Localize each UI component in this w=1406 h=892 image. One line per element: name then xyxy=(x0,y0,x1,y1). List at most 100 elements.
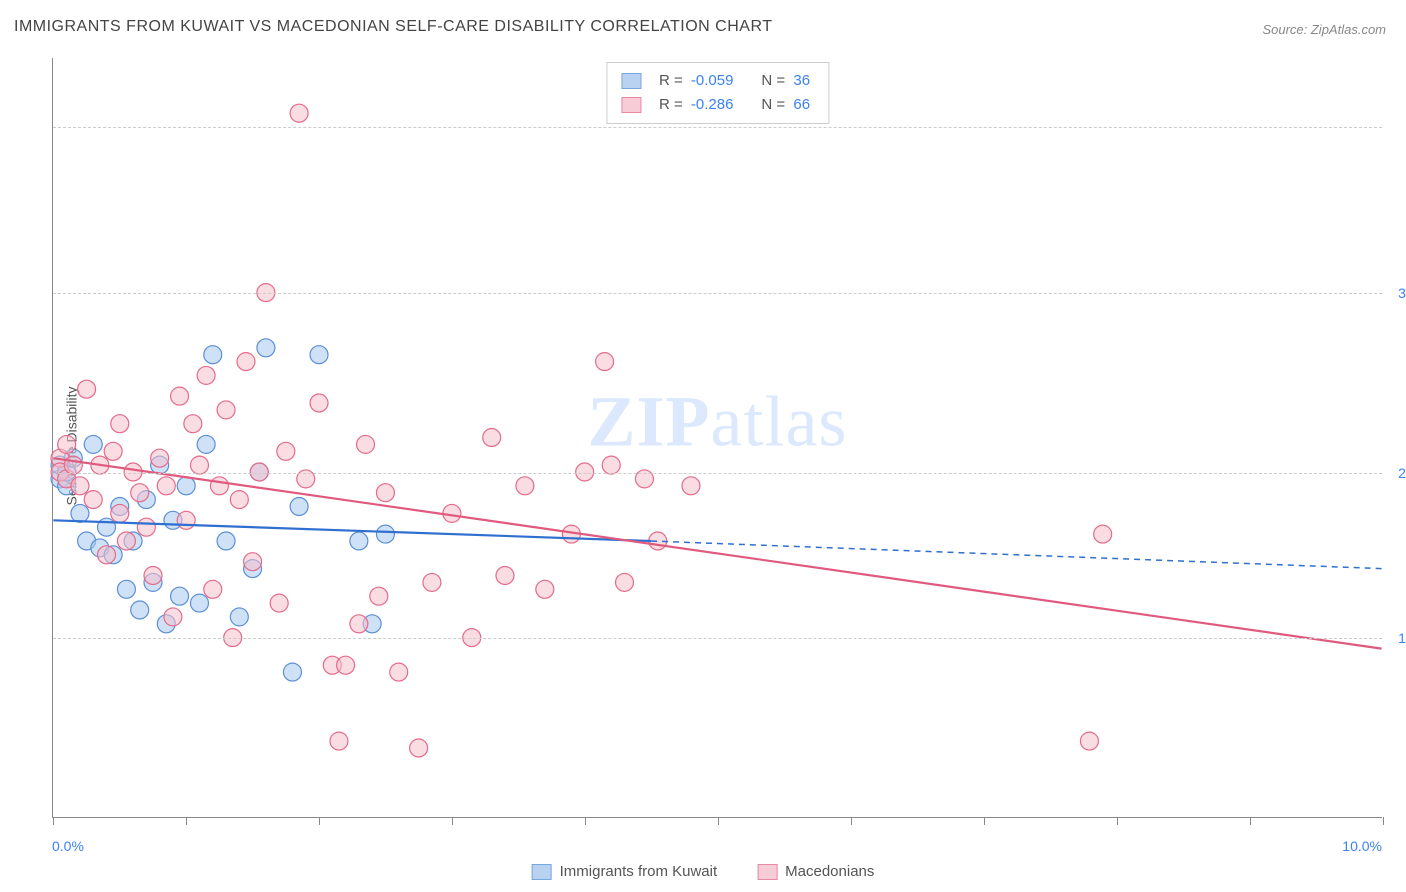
scatter-point xyxy=(98,546,116,564)
scatter-point xyxy=(516,477,534,495)
scatter-point xyxy=(117,532,135,550)
scatter-point xyxy=(171,587,189,605)
scatter-point xyxy=(177,477,195,495)
scatter-svg xyxy=(53,58,1382,817)
scatter-point xyxy=(171,387,189,405)
scatter-point xyxy=(337,656,355,674)
x-tick xyxy=(984,817,985,825)
scatter-point xyxy=(290,104,308,122)
stats-legend-row: R = -0.059 N = 36 xyxy=(621,69,814,93)
legend-item: Immigrants from Kuwait xyxy=(532,863,718,880)
scatter-point xyxy=(230,491,248,509)
x-tick xyxy=(585,817,586,825)
x-tick xyxy=(452,817,453,825)
scatter-point xyxy=(111,415,129,433)
scatter-point xyxy=(350,615,368,633)
scatter-point xyxy=(104,442,122,460)
scatter-point xyxy=(190,594,208,612)
stat-r-label: R = -0.059 xyxy=(659,69,737,93)
scatter-point xyxy=(423,573,441,591)
scatter-point xyxy=(536,580,554,598)
scatter-point xyxy=(151,449,169,467)
scatter-point xyxy=(310,394,328,412)
scatter-point xyxy=(616,573,634,591)
scatter-point xyxy=(197,435,215,453)
scatter-point xyxy=(190,456,208,474)
scatter-point xyxy=(682,477,700,495)
scatter-point xyxy=(197,366,215,384)
chart-title: IMMIGRANTS FROM KUWAIT VS MACEDONIAN SEL… xyxy=(14,18,772,36)
scatter-point xyxy=(410,739,428,757)
scatter-point xyxy=(184,415,202,433)
scatter-point xyxy=(376,525,394,543)
gridline xyxy=(53,127,1382,128)
scatter-point xyxy=(210,477,228,495)
y-tick-label: 1.3% xyxy=(1398,630,1406,646)
scatter-point xyxy=(117,580,135,598)
scatter-point xyxy=(144,567,162,585)
scatter-point xyxy=(483,429,501,447)
scatter-point xyxy=(330,732,348,750)
scatter-point xyxy=(58,435,76,453)
x-tick xyxy=(1383,817,1384,825)
x-tick xyxy=(718,817,719,825)
scatter-point xyxy=(111,504,129,522)
legend-item: Macedonians xyxy=(757,863,874,880)
scatter-point xyxy=(270,594,288,612)
stats-legend: R = -0.059 N = 36 R = -0.286 N = 66 xyxy=(606,62,829,124)
scatter-point xyxy=(244,553,262,571)
x-tick xyxy=(1250,817,1251,825)
scatter-point xyxy=(177,511,195,529)
y-tick-label: 3.8% xyxy=(1398,285,1406,301)
scatter-point xyxy=(71,477,89,495)
scatter-point xyxy=(496,567,514,585)
x-tick xyxy=(186,817,187,825)
scatter-point xyxy=(71,504,89,522)
scatter-point xyxy=(602,456,620,474)
x-tick xyxy=(319,817,320,825)
scatter-point xyxy=(350,532,368,550)
scatter-point xyxy=(204,580,222,598)
legend-swatch xyxy=(621,97,641,113)
plot-area: ZIPatlas R = -0.059N = 36R = -0.286N = 6… xyxy=(52,58,1382,818)
legend-label: Macedonians xyxy=(785,863,874,880)
scatter-point xyxy=(164,608,182,626)
legend-swatch xyxy=(757,864,777,880)
x-axis-min-label: 0.0% xyxy=(52,838,84,854)
stats-legend-row: R = -0.286 N = 66 xyxy=(621,93,814,117)
stat-r-label: R = -0.286 xyxy=(659,93,737,117)
scatter-point xyxy=(78,380,96,398)
scatter-point xyxy=(64,456,82,474)
x-tick xyxy=(53,817,54,825)
scatter-point xyxy=(84,491,102,509)
source-label: Source: ZipAtlas.com xyxy=(1262,22,1386,37)
legend-label: Immigrants from Kuwait xyxy=(560,863,718,880)
scatter-point xyxy=(217,532,235,550)
scatter-point xyxy=(290,498,308,516)
scatter-point xyxy=(376,484,394,502)
scatter-point xyxy=(131,484,149,502)
scatter-point xyxy=(277,442,295,460)
gridline xyxy=(53,293,1382,294)
gridline xyxy=(53,638,1382,639)
scatter-point xyxy=(596,353,614,371)
scatter-point xyxy=(137,518,155,536)
scatter-point xyxy=(283,663,301,681)
x-tick xyxy=(851,817,852,825)
stat-n-label: N = 66 xyxy=(761,93,814,117)
scatter-point xyxy=(204,346,222,364)
scatter-point xyxy=(237,353,255,371)
scatter-point xyxy=(1080,732,1098,750)
gridline xyxy=(53,473,1382,474)
scatter-point xyxy=(157,477,175,495)
stat-n-label: N = 36 xyxy=(761,69,814,93)
scatter-point xyxy=(1094,525,1112,543)
x-tick xyxy=(1117,817,1118,825)
scatter-point xyxy=(230,608,248,626)
scatter-point xyxy=(310,346,328,364)
scatter-point xyxy=(257,339,275,357)
scatter-point xyxy=(84,435,102,453)
scatter-point xyxy=(131,601,149,619)
y-tick-label: 2.5% xyxy=(1398,465,1406,481)
scatter-point xyxy=(217,401,235,419)
